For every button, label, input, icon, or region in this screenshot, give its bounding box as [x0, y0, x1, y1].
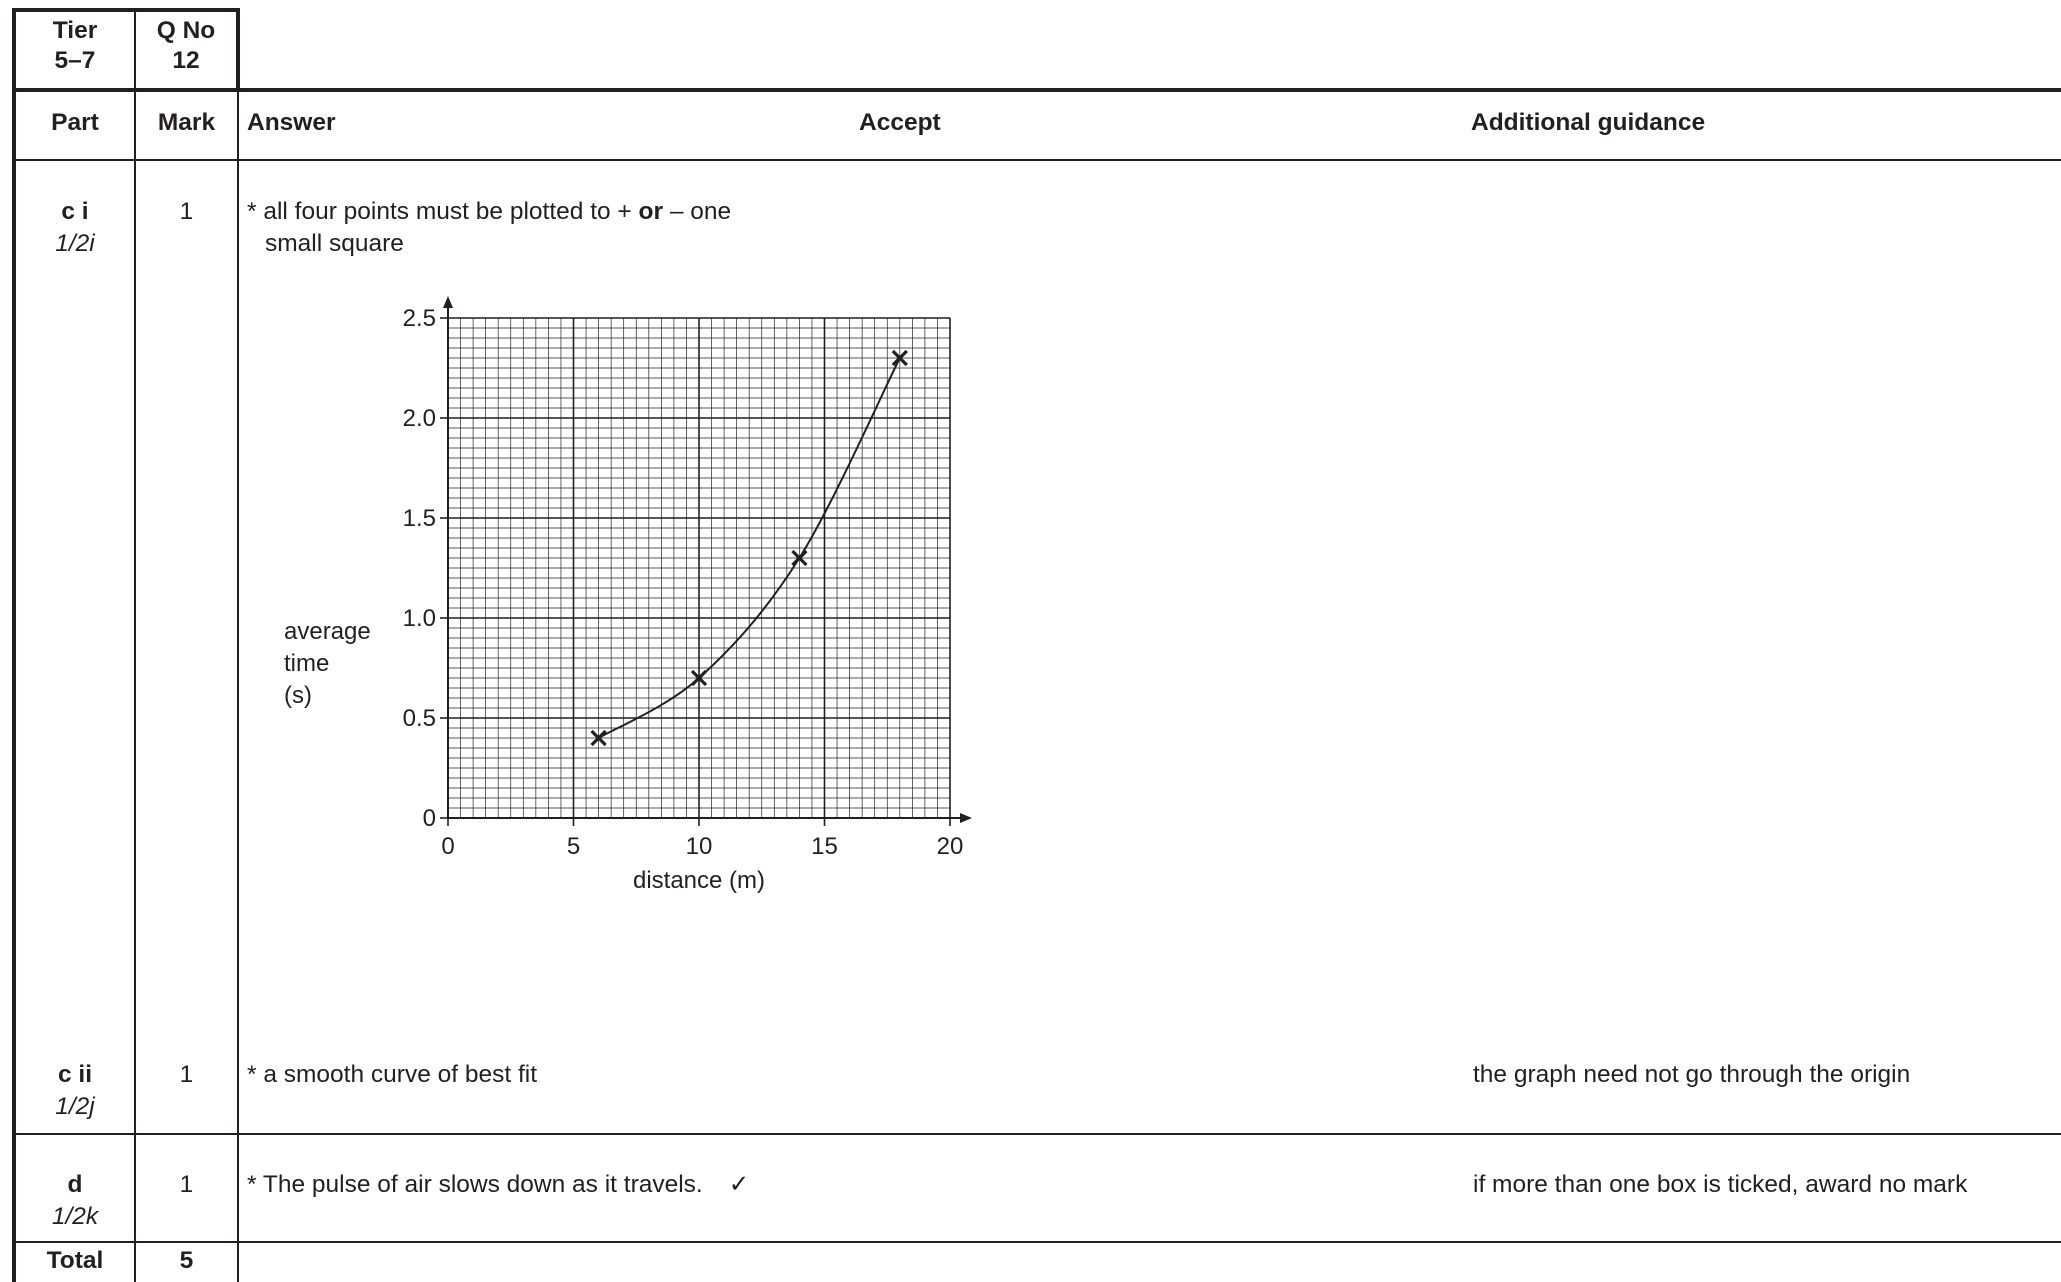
distance-time-graph: 0 0.5 1.0 1.5 2.0 2.5 0 5 10 15 20 distance (m) aver… — [284, 296, 972, 894]
y-tick-label: 0 — [423, 805, 436, 832]
row-ci-answer-line2: small square — [265, 230, 404, 257]
row-separator-2 — [12, 1241, 2061, 1243]
y-tick-label: 1.5 — [403, 505, 436, 532]
x-tick-label: 10 — [686, 833, 713, 860]
graph-points-group — [590, 349, 908, 747]
y-tick-label: 0.5 — [403, 705, 436, 732]
x-tick-label: 15 — [811, 833, 838, 860]
tick-icon: ✓ — [728, 1171, 750, 1198]
graph-ticks — [440, 317, 951, 826]
row-d-mark: 1 — [179, 1171, 194, 1198]
row-ci-answer-bold: or — [638, 198, 664, 225]
x-axis-label: distance (m) — [633, 867, 765, 894]
qno-value: 12 — [172, 47, 200, 74]
tier-qno-divider — [134, 8, 136, 1282]
row-ci-answer: * all four points must be plotted to + o… — [247, 196, 731, 228]
column-header-guidance: Additional guidance — [1471, 109, 1706, 136]
data-point-cross — [590, 729, 607, 747]
row-cii-part: c ii — [57, 1061, 93, 1088]
x-tick-label: 20 — [937, 833, 964, 860]
table-left-border — [12, 8, 16, 1282]
tier-label: Tier — [52, 17, 98, 44]
row-cii-guidance: the graph need not go through the origin — [1473, 1061, 1911, 1088]
row-d-part: d — [67, 1171, 83, 1198]
column-header-answer: Answer — [247, 109, 336, 136]
column-header-mark: Mark — [157, 109, 216, 136]
column-header-part: Part — [51, 109, 99, 136]
y-tick-label: 2.0 — [403, 405, 436, 432]
total-value: 5 — [179, 1247, 194, 1274]
x-tick-label: 0 — [441, 833, 454, 860]
x-tick-label: 5 — [567, 833, 580, 860]
y-tick-label: 1.0 — [403, 605, 436, 632]
data-point-stroke — [690, 669, 708, 687]
row-separator-1 — [12, 1133, 2061, 1135]
data-point-cross — [791, 549, 808, 567]
data-point-cross — [690, 669, 708, 687]
total-label: Total — [46, 1247, 104, 1274]
column-header-accept: Accept — [859, 109, 941, 136]
graph-axes — [443, 296, 972, 823]
row-d-guidance: if more than one box is ticked, award no… — [1473, 1171, 1968, 1198]
row-ci-answer-prefix: * all four points must be plotted to + — [247, 198, 639, 225]
data-point-cross — [891, 349, 908, 367]
graph-labels-group: 0 0.5 1.0 1.5 2.0 2.5 0 5 10 15 20 distance (m) aver… — [284, 305, 963, 894]
row-d-ref: 1/2k — [51, 1203, 99, 1230]
mark-answer-divider — [237, 92, 239, 1282]
row-ci-part: c i — [61, 198, 89, 225]
y-axis-label-line: average — [284, 618, 371, 645]
y-axis-label-line: (s) — [284, 682, 312, 709]
header-box-top-border — [12, 8, 239, 12]
row-cii-ref: 1/2j — [55, 1093, 95, 1120]
graph-curve-group — [598, 357, 901, 739]
header-box-right-border — [236, 8, 240, 92]
y-axis-label-line: time — [284, 650, 329, 677]
header-thick-border — [12, 88, 2061, 92]
tier-value: 5–7 — [54, 47, 96, 74]
y-axis-arrow — [443, 296, 453, 308]
data-point-stroke — [590, 729, 607, 747]
row-d-answer-text: * The pulse of air slows down as it trav… — [247, 1171, 703, 1198]
row-ci-ref: 1/2i — [55, 230, 95, 257]
x-axis-arrow — [960, 813, 972, 823]
column-header-border — [12, 159, 2061, 161]
data-point-stroke — [791, 549, 808, 567]
qno-label: Q No — [156, 17, 216, 44]
row-cii-answer: * a smooth curve of best fit — [247, 1061, 538, 1088]
row-d-answer: * The pulse of air slows down as it trav… — [247, 1169, 749, 1201]
best-fit-curve — [598, 357, 901, 739]
data-point-stroke — [891, 349, 908, 367]
row-cii-mark: 1 — [179, 1061, 194, 1088]
y-tick-label: 2.5 — [403, 305, 436, 332]
row-ci-answer-suffix: – one — [663, 198, 732, 225]
row-ci-mark: 1 — [179, 198, 194, 225]
